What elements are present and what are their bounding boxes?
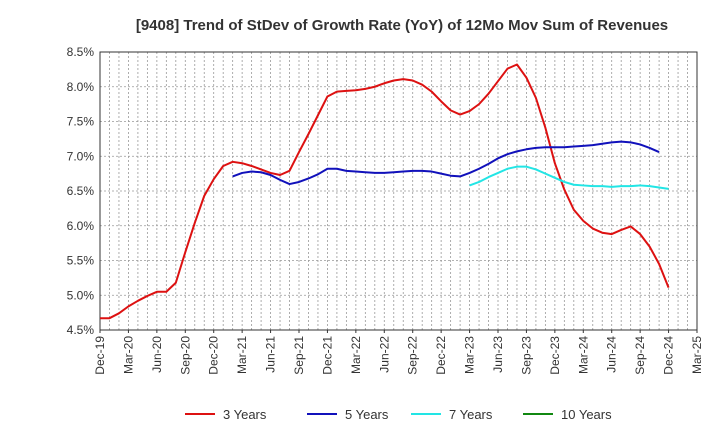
y-tick-label: 6.5% <box>67 184 95 198</box>
x-tick-label: Dec-21 <box>320 336 334 375</box>
x-tick-label: Dec-20 <box>207 336 221 375</box>
x-tick-label: Sep-21 <box>292 336 306 375</box>
y-tick-label: 4.5% <box>67 323 95 337</box>
x-tick-label: Mar-25 <box>690 336 704 374</box>
series-line-5-years <box>232 140 660 186</box>
x-tick-label: Mar-22 <box>349 336 363 374</box>
y-tick-label: 7.5% <box>67 115 95 129</box>
x-tick-label: Mar-23 <box>463 336 477 374</box>
x-tick-label: Dec-19 <box>93 336 107 375</box>
x-tick-label: Sep-23 <box>519 336 533 375</box>
series-lines <box>100 63 670 320</box>
x-tick-label: Dec-22 <box>434 336 448 375</box>
x-tick-label: Jun-22 <box>377 336 391 373</box>
y-axis: 4.5% 5.0% 5.5% 6.0% 6.5% 7.0% 7.5% 8.0% 8.5% <box>67 45 95 337</box>
y-tick-label: 8.0% <box>67 80 95 94</box>
y-tick-label: 7.0% <box>67 149 95 163</box>
x-tick-label: Mar-20 <box>121 336 135 374</box>
y-tick-label: 6.0% <box>67 219 95 233</box>
legend-label: 3 Years <box>223 407 267 422</box>
grid <box>100 52 697 330</box>
plot-area <box>99 51 698 331</box>
x-tick-label: Sep-22 <box>406 336 420 375</box>
x-tick-label: Jun-23 <box>491 336 505 373</box>
x-tick-label: Dec-23 <box>548 336 562 375</box>
x-tick-label: Jun-24 <box>605 336 619 373</box>
x-tick-label: Jun-21 <box>264 336 278 373</box>
x-tick-label: Mar-24 <box>576 336 590 374</box>
y-tick-label: 8.5% <box>67 45 95 59</box>
x-tick-label: Dec-24 <box>662 336 676 375</box>
x-axis: Dec-19 Mar-20 Jun-20 Sep-20 Dec-20 Mar-21 Jun-… <box>93 330 704 375</box>
x-tick-label: Jun-20 <box>150 336 164 373</box>
legend-label: 10 Years <box>561 407 612 422</box>
legend-label: 7 Years <box>449 407 493 422</box>
x-tick-label: Mar-21 <box>235 336 249 374</box>
y-tick-label: 5.0% <box>67 288 95 302</box>
series-line-3-years <box>100 63 670 320</box>
legend-label: 5 Years <box>345 407 389 422</box>
series-line-7-years <box>469 165 669 190</box>
y-tick-label: 5.5% <box>67 254 95 268</box>
legend: 3 Years 5 Years 7 Years 10 Years <box>185 407 612 422</box>
x-tick-label: Sep-24 <box>633 336 647 375</box>
x-tick-label: Sep-20 <box>178 336 192 375</box>
chart-title: [9408] Trend of StDev of Growth Rate (Yo… <box>136 17 668 34</box>
